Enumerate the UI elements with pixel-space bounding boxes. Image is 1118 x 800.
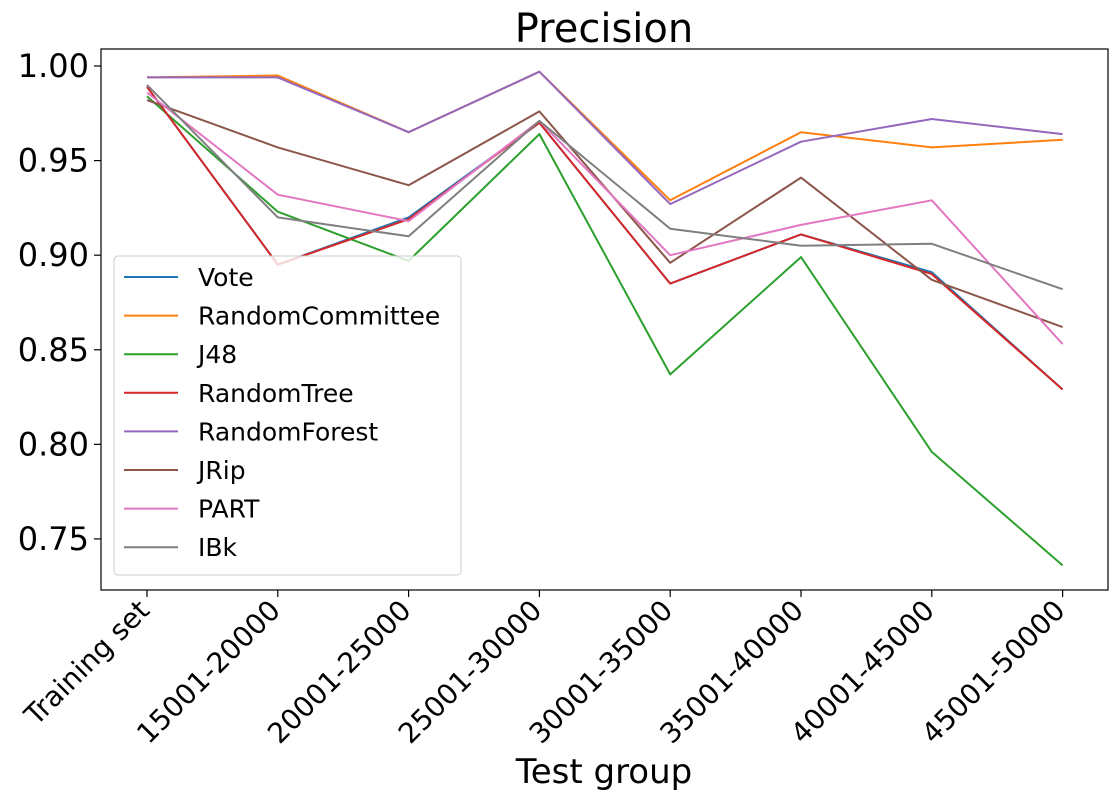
series-line-randomcommittee xyxy=(146,70,1063,202)
y-tick-label: 0.75 xyxy=(18,520,89,558)
legend-label-vote: Vote xyxy=(198,263,254,292)
legend-label-randomforest: RandomForest xyxy=(198,417,378,446)
legend-label-jrip: JRip xyxy=(196,456,246,485)
chart-title: Precision xyxy=(515,6,693,52)
x-axis: Training set15001-2000020001-2500025001-… xyxy=(17,590,1072,750)
legend-label-randomcommittee: RandomCommittee xyxy=(198,302,440,331)
y-tick-label: 0.80 xyxy=(18,425,89,463)
series-line-part xyxy=(146,91,1064,345)
legend-label-part: PART xyxy=(198,495,260,524)
y-tick-label: 0.90 xyxy=(18,236,89,274)
legend-label-randomtree: RandomTree xyxy=(198,379,354,408)
legend-label-ibk: IBk xyxy=(198,533,238,562)
legend-label-j48: J48 xyxy=(196,340,237,369)
y-axis: 0.75 0.80 0.85 0.90 0.95 1.00 xyxy=(18,47,101,558)
legend-box xyxy=(113,255,462,576)
y-tick-label: 1.00 xyxy=(18,47,89,85)
plot-area-frame xyxy=(100,48,1109,591)
series-line-ibk xyxy=(146,84,1063,291)
legend: Vote RandomCommittee J48 RandomTree RandomFo… xyxy=(113,255,462,576)
x-tick-label: Training set xyxy=(17,594,156,733)
y-tick-label: 0.85 xyxy=(18,331,89,369)
series-line-randomforest xyxy=(147,70,1063,206)
y-tick-label: 0.95 xyxy=(18,142,89,180)
x-axis-label: Test group xyxy=(515,752,693,792)
